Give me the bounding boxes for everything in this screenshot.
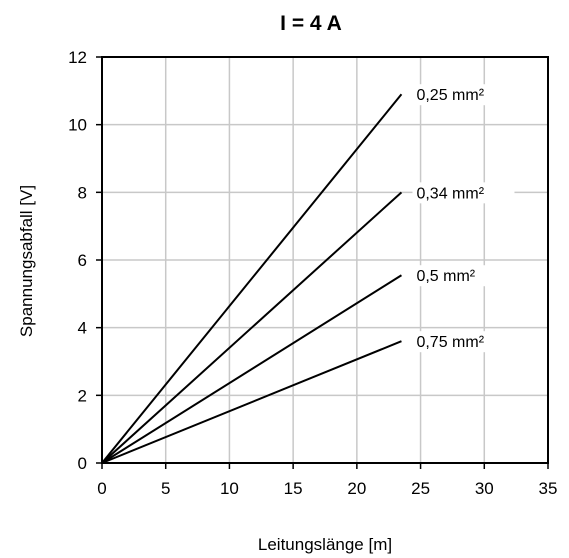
series-lines — [101, 93, 403, 464]
x-tick-label: 35 — [539, 479, 558, 498]
y-tick-label: 6 — [78, 251, 87, 270]
series-label-background — [412, 265, 515, 287]
series-label: 0,34 mm² — [416, 185, 484, 202]
y-tick-label: 4 — [78, 319, 87, 338]
x-tick-label: 15 — [284, 479, 303, 498]
chart-title: I = 4 A — [280, 12, 342, 35]
series-label: 0,75 mm² — [416, 334, 484, 351]
series-label-background — [412, 331, 515, 353]
series-line — [101, 340, 402, 464]
series-line — [101, 93, 403, 464]
x-tick-label: 30 — [475, 479, 494, 498]
y-tick-label: 8 — [78, 183, 87, 202]
x-tick-label: 10 — [220, 479, 239, 498]
x-tick-label: 25 — [411, 479, 430, 498]
series-label: 0,5 mm² — [416, 268, 475, 285]
axes: 0 5 10 15 20 25 30 35 0 2 4 6 8 10 12 — [68, 48, 557, 498]
series-line — [101, 191, 403, 464]
x-axis-title: Leitungslänge [m] — [258, 535, 392, 554]
y-axis-title: Spannungsabfall [V] — [17, 185, 36, 337]
y-tick-label: 2 — [78, 386, 87, 405]
x-tick-label: 0 — [97, 479, 106, 498]
x-tick-label: 5 — [161, 479, 170, 498]
y-tick-label: 0 — [78, 454, 87, 473]
y-tick-label: 12 — [68, 48, 87, 67]
y-tick-label: 10 — [68, 116, 87, 135]
x-tick-label: 20 — [347, 479, 366, 498]
series-line — [101, 274, 402, 464]
series-label: 0,25 mm² — [416, 87, 484, 104]
series-label-background — [412, 182, 515, 204]
series-labels: 0,25 mm² 0,34 mm² 0,5 mm² 0,75 mm² — [412, 84, 515, 353]
series-label-background — [412, 84, 515, 106]
